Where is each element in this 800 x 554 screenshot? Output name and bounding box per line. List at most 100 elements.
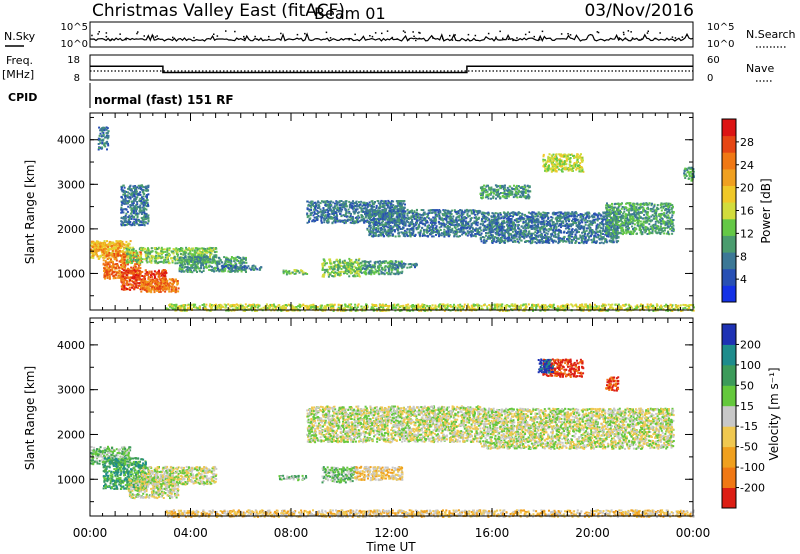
data-cell xyxy=(213,270,216,273)
data-cell xyxy=(222,269,225,272)
sky-panel-frame xyxy=(89,21,694,48)
data-cell xyxy=(131,260,133,263)
data-cell xyxy=(477,217,480,220)
data-cell xyxy=(338,200,341,203)
data-cell xyxy=(124,243,127,246)
data-cell xyxy=(397,210,400,213)
search-noise-dot xyxy=(569,34,572,36)
data-cell xyxy=(159,290,162,293)
data-cell xyxy=(396,202,399,205)
data-cell xyxy=(410,265,413,268)
data-cell xyxy=(195,251,197,254)
data-cell xyxy=(250,268,253,271)
data-cell xyxy=(179,252,182,255)
data-cell xyxy=(236,259,239,261)
data-cell xyxy=(358,201,360,204)
data-cell xyxy=(140,248,143,251)
data-cell xyxy=(138,282,141,285)
data-cell xyxy=(189,248,192,251)
data-cell xyxy=(422,209,425,212)
data-cell xyxy=(126,259,129,261)
data-cell xyxy=(463,216,466,219)
data-cell xyxy=(466,213,469,216)
freq-left-tick-bottom: 8 xyxy=(74,73,80,84)
data-cell xyxy=(245,256,247,259)
data-cell xyxy=(91,252,94,255)
data-cell xyxy=(345,261,348,264)
data-cell xyxy=(377,222,380,225)
data-cell xyxy=(361,205,364,207)
data-cell xyxy=(184,266,187,268)
data-cell xyxy=(321,262,324,265)
data-cell xyxy=(355,258,358,261)
date-label: 03/Nov/2016 xyxy=(584,1,694,21)
data-cell xyxy=(397,263,400,266)
data-cell xyxy=(382,220,384,223)
data-cell xyxy=(380,272,383,275)
data-cell xyxy=(349,271,352,274)
data-cell xyxy=(466,234,469,237)
data-cell xyxy=(98,248,101,251)
data-cell xyxy=(391,234,394,237)
freq-trace xyxy=(90,65,693,74)
search-noise-dot xyxy=(432,37,434,39)
data-cell xyxy=(162,289,165,292)
data-cell xyxy=(139,251,142,254)
data-cell xyxy=(117,244,120,247)
data-cell xyxy=(139,267,142,270)
data-cell xyxy=(326,220,329,222)
data-cell xyxy=(168,249,171,252)
data-cell xyxy=(370,231,373,234)
data-cell xyxy=(92,240,95,243)
data-cell xyxy=(406,235,409,238)
data-cell xyxy=(386,261,389,264)
data-cell xyxy=(236,255,239,258)
data-cell xyxy=(408,211,411,214)
data-cell xyxy=(389,265,392,268)
data-cell xyxy=(172,290,175,292)
data-cell xyxy=(144,255,147,258)
data-cell xyxy=(181,262,184,265)
data-cell xyxy=(422,217,425,220)
data-cell xyxy=(452,215,455,218)
data-cell xyxy=(322,262,325,265)
data-cell xyxy=(470,231,473,233)
data-cell xyxy=(130,262,132,265)
data-cell xyxy=(366,209,369,212)
data-cell xyxy=(238,269,241,272)
data-cell xyxy=(208,265,210,268)
data-cell xyxy=(338,266,341,269)
data-cell xyxy=(205,266,208,269)
data-cell xyxy=(103,249,106,252)
data-cell xyxy=(288,272,291,275)
data-cell xyxy=(116,264,119,267)
search-noise-dot xyxy=(567,33,569,35)
data-cell xyxy=(124,263,127,266)
data-cell xyxy=(117,272,120,275)
data-cell xyxy=(134,263,137,266)
search-noise-dot xyxy=(91,34,93,37)
data-cell xyxy=(415,262,418,265)
data-cell xyxy=(136,262,139,265)
data-cell xyxy=(168,283,171,286)
search-noise-dot xyxy=(172,36,174,39)
data-cell xyxy=(238,266,241,269)
data-cell xyxy=(210,247,213,249)
data-cell xyxy=(434,217,437,220)
data-cell xyxy=(371,218,374,221)
data-cell xyxy=(187,256,190,259)
data-cell xyxy=(227,264,230,267)
data-cell xyxy=(123,266,126,268)
search-noise-dot xyxy=(474,34,477,37)
data-cell xyxy=(382,235,385,238)
data-cell xyxy=(188,247,191,250)
data-cell xyxy=(382,260,385,263)
data-cell xyxy=(106,274,109,277)
data-cell xyxy=(228,260,231,263)
data-cell xyxy=(348,205,351,208)
data-cell xyxy=(214,255,217,258)
data-cell xyxy=(150,282,153,285)
data-cell xyxy=(201,251,204,254)
data-cell xyxy=(228,264,231,266)
data-cell xyxy=(152,255,155,258)
